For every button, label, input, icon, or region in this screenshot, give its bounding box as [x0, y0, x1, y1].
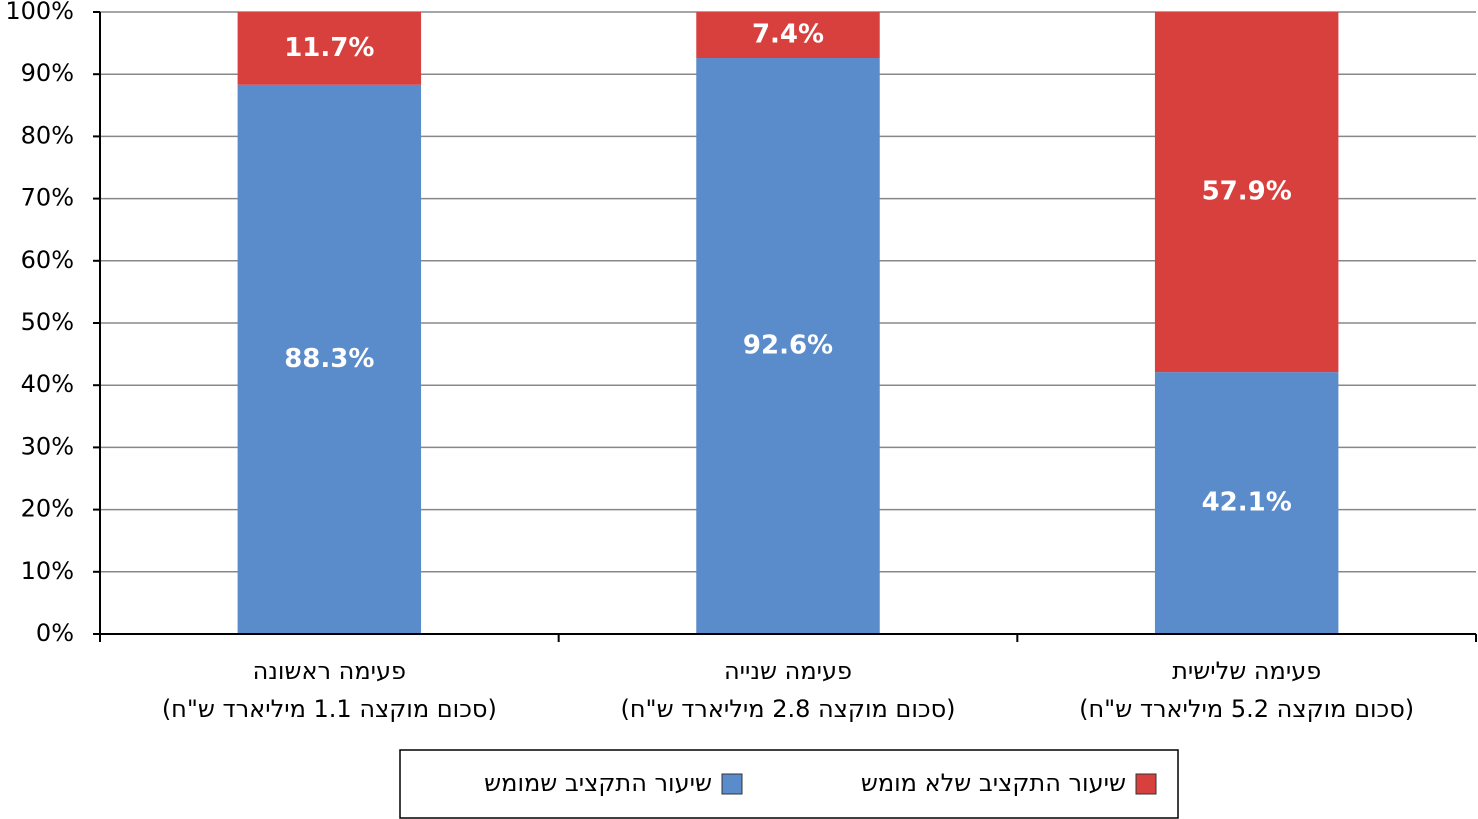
value-label: 88.3% [284, 344, 374, 374]
x-tick-label: (סכום מוקצה 2.8 מיליארד ש"ח) [620, 695, 955, 723]
legend-box [399, 749, 1179, 819]
y-tick-label: 80% [21, 121, 74, 149]
value-label: 57.9% [1202, 177, 1292, 207]
y-tick-label: 10% [21, 557, 74, 585]
value-label: 92.6% [743, 331, 833, 361]
value-label: 11.7% [284, 33, 374, 63]
x-tick-label: פעימה שנייה [724, 657, 852, 685]
x-tick-label: פעימה שלישית [1172, 657, 1321, 685]
y-tick-label: 30% [21, 432, 74, 460]
legend-label: שיעור התקציב שלא מומש [861, 769, 1126, 797]
value-label: 42.1% [1202, 488, 1292, 518]
value-label: 7.4% [752, 20, 824, 50]
y-tick-label: 50% [21, 308, 74, 336]
y-tick-label: 0% [36, 619, 74, 647]
bar-segment [1154, 372, 1339, 634]
bar-segment [237, 12, 422, 85]
legend-label: שיעור התקציב שמומש [484, 769, 712, 797]
y-tick-label: 100% [5, 0, 74, 25]
x-tick-label: פעימה ראשונה [253, 657, 406, 685]
y-tick-label: 20% [21, 495, 74, 523]
bar-segment [1154, 12, 1339, 373]
y-tick-label: 40% [21, 370, 74, 398]
y-tick-label: 70% [21, 184, 74, 212]
bar-segment [696, 58, 880, 634]
y-tick-label: 60% [21, 246, 74, 274]
bar-segment [237, 84, 422, 635]
y-tick-label: 90% [21, 59, 74, 87]
legend-swatch [721, 773, 743, 795]
x-tick-label: (סכום מוקצה 5.2 מיליארד ש"ח) [1079, 695, 1414, 723]
bar-segment [696, 12, 880, 59]
legend-swatch [1135, 773, 1157, 795]
x-tick-label: (סכום מוקצה 1.1 מיליארד ש"ח) [162, 695, 497, 723]
